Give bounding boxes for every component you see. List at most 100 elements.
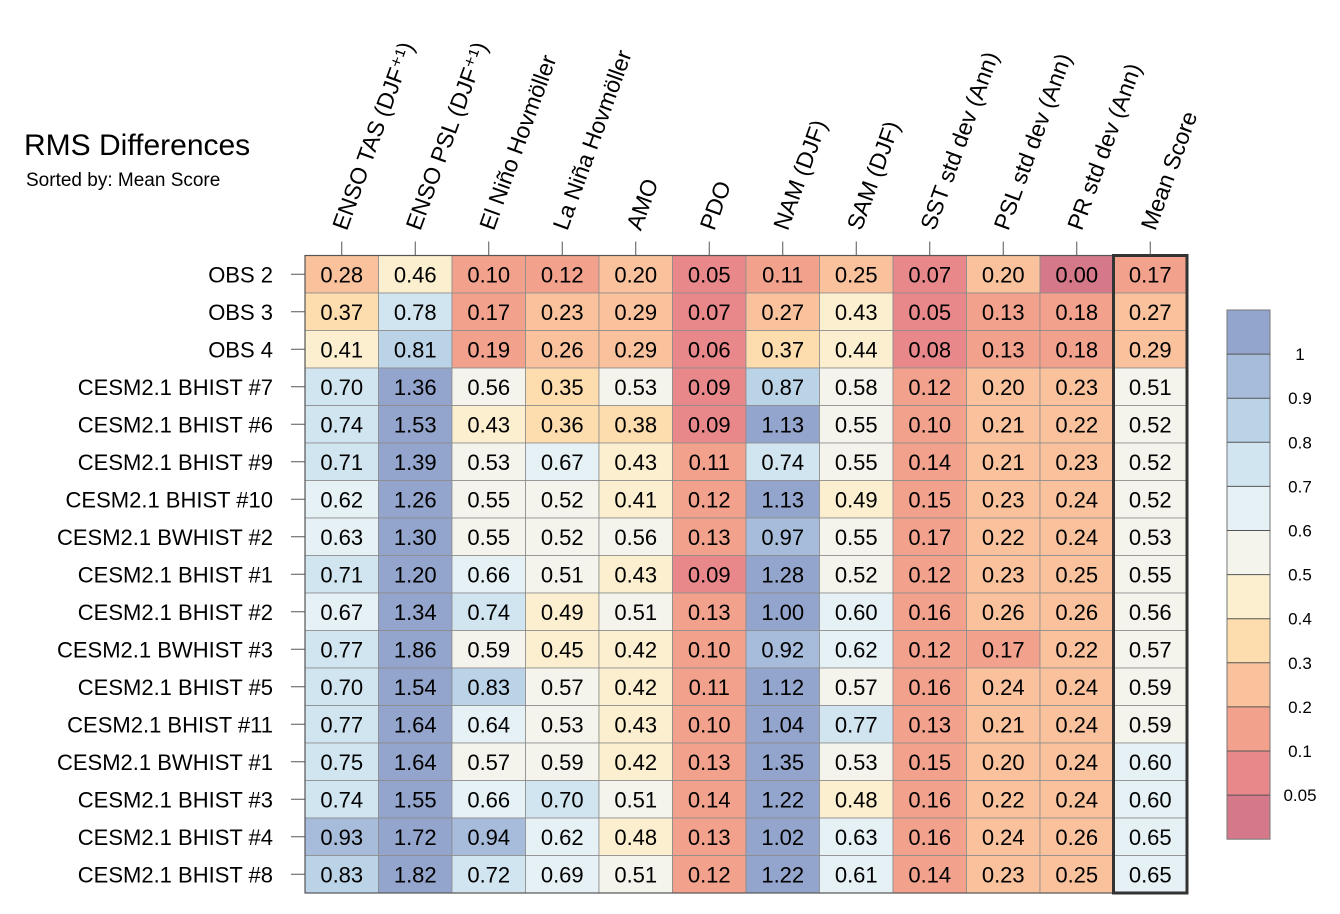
heatmap-cell xyxy=(819,742,894,781)
cell-value: 0.57 xyxy=(1129,637,1172,662)
column-label: ENSO TAS (DJF⁺¹) xyxy=(327,38,419,233)
heatmap-cell xyxy=(819,592,894,631)
heatmap-cell xyxy=(598,705,673,744)
cell-value: 0.18 xyxy=(1055,300,1098,325)
cell-value: 0.64 xyxy=(467,712,510,737)
heatmap-cell xyxy=(1113,442,1188,481)
colorbar-swatch xyxy=(1227,486,1270,531)
cell-value: 0.28 xyxy=(320,262,363,287)
row-label: CESM2.1 BHIST #5 xyxy=(78,675,273,700)
cell-value: 0.60 xyxy=(1129,750,1172,775)
cell-value: 0.23 xyxy=(982,487,1025,512)
cell-value: 0.61 xyxy=(835,862,878,887)
cell-value: 0.74 xyxy=(467,600,510,625)
cell-value: 0.10 xyxy=(688,637,731,662)
row-label: CESM2.1 BHIST #4 xyxy=(78,825,273,850)
cell-value: 0.49 xyxy=(835,487,878,512)
heatmap-cell xyxy=(1039,367,1114,406)
cell-value: 0.42 xyxy=(614,637,657,662)
heatmap-cell xyxy=(672,292,747,331)
heatmap-cell xyxy=(451,330,526,369)
cell-value: 0.16 xyxy=(908,825,951,850)
cell-value: 0.59 xyxy=(541,750,584,775)
cell-value: 0.11 xyxy=(762,262,803,287)
heatmap-cell xyxy=(892,817,967,856)
cell-value: 0.24 xyxy=(982,825,1025,850)
cell-value: 0.26 xyxy=(1055,600,1098,625)
cell-value: 0.51 xyxy=(541,562,584,587)
cell-value: 0.43 xyxy=(835,300,878,325)
heatmap-cell xyxy=(378,555,453,594)
cell-value: 0.14 xyxy=(688,787,731,812)
cell-value: 0.22 xyxy=(1055,412,1098,437)
colorbar-label: 0.6 xyxy=(1288,522,1312,541)
cell-value: 0.26 xyxy=(982,600,1025,625)
heatmap-cell xyxy=(525,480,600,519)
cell-value: 0.66 xyxy=(467,787,510,812)
cell-value: 0.20 xyxy=(982,750,1025,775)
heatmap-cell xyxy=(819,405,894,444)
heatmap-cell xyxy=(451,705,526,744)
cell-value: 0.16 xyxy=(908,600,951,625)
colorbar-label: 0.8 xyxy=(1288,433,1312,452)
heatmap-cell xyxy=(745,855,820,894)
colorbar-label: 0.4 xyxy=(1288,610,1312,629)
cell-value: 1.36 xyxy=(394,375,437,400)
column-label: AMO xyxy=(621,175,663,233)
cell-value: 0.55 xyxy=(1129,562,1172,587)
heatmap-cell xyxy=(745,667,820,706)
cell-value: 0.42 xyxy=(614,750,657,775)
heatmap-cell xyxy=(378,855,453,894)
heatmap-cell xyxy=(451,405,526,444)
cell-value: 0.66 xyxy=(467,562,510,587)
cell-value: 0.09 xyxy=(688,412,731,437)
cell-value: 0.60 xyxy=(1129,787,1172,812)
cell-value: 0.83 xyxy=(467,675,510,700)
cell-value: 0.23 xyxy=(1055,375,1098,400)
heatmap-cell xyxy=(1039,292,1114,331)
cell-value: 0.10 xyxy=(467,262,510,287)
heatmap-cell xyxy=(525,517,600,556)
cell-value: 0.56 xyxy=(467,375,510,400)
cell-value: 0.43 xyxy=(467,412,510,437)
heatmap-cell xyxy=(1039,667,1114,706)
cell-value: 0.23 xyxy=(1055,450,1098,475)
cell-value: 0.07 xyxy=(688,300,731,325)
cell-value: 1.22 xyxy=(761,862,804,887)
cell-value: 1.00 xyxy=(761,600,804,625)
cell-value: 0.16 xyxy=(908,675,951,700)
heatmap-cell xyxy=(672,705,747,744)
cell-value: 0.51 xyxy=(1129,375,1172,400)
cell-value: 0.12 xyxy=(908,637,951,662)
chart-title: RMS Differences xyxy=(24,129,250,162)
cell-value: 0.24 xyxy=(1055,712,1098,737)
heatmap-cell xyxy=(745,330,820,369)
colorbar-swatch xyxy=(1227,795,1270,840)
cell-value: 0.21 xyxy=(982,712,1025,737)
cell-value: 0.57 xyxy=(467,750,510,775)
cell-value: 0.20 xyxy=(982,262,1025,287)
cell-value: 0.81 xyxy=(394,337,437,362)
cell-value: 0.87 xyxy=(761,375,804,400)
heatmap-cell xyxy=(1039,817,1114,856)
colorbar-label: 0.7 xyxy=(1288,477,1312,496)
cell-value: 1.30 xyxy=(394,525,437,550)
heatmap-cell xyxy=(525,592,600,631)
cell-value: 1.54 xyxy=(394,675,437,700)
heatmap-cell xyxy=(451,817,526,856)
cell-value: 1.64 xyxy=(394,750,437,775)
heatmap-cell xyxy=(304,255,379,294)
cell-value: 0.13 xyxy=(688,750,731,775)
cell-value: 0.24 xyxy=(1055,525,1098,550)
cell-value: 0.25 xyxy=(1055,862,1098,887)
heatmap-cell xyxy=(304,442,379,481)
cell-value: 1.02 xyxy=(761,825,804,850)
cell-value: 0.53 xyxy=(1129,525,1172,550)
cell-value: 0.21 xyxy=(982,412,1025,437)
cell-value: 0.56 xyxy=(1129,600,1172,625)
cell-value: 1.22 xyxy=(761,787,804,812)
column-label: El Niño Hovmöller xyxy=(474,51,561,233)
cell-value: 0.15 xyxy=(908,750,951,775)
heatmap-cell xyxy=(966,780,1041,819)
heatmap-cell xyxy=(672,405,747,444)
